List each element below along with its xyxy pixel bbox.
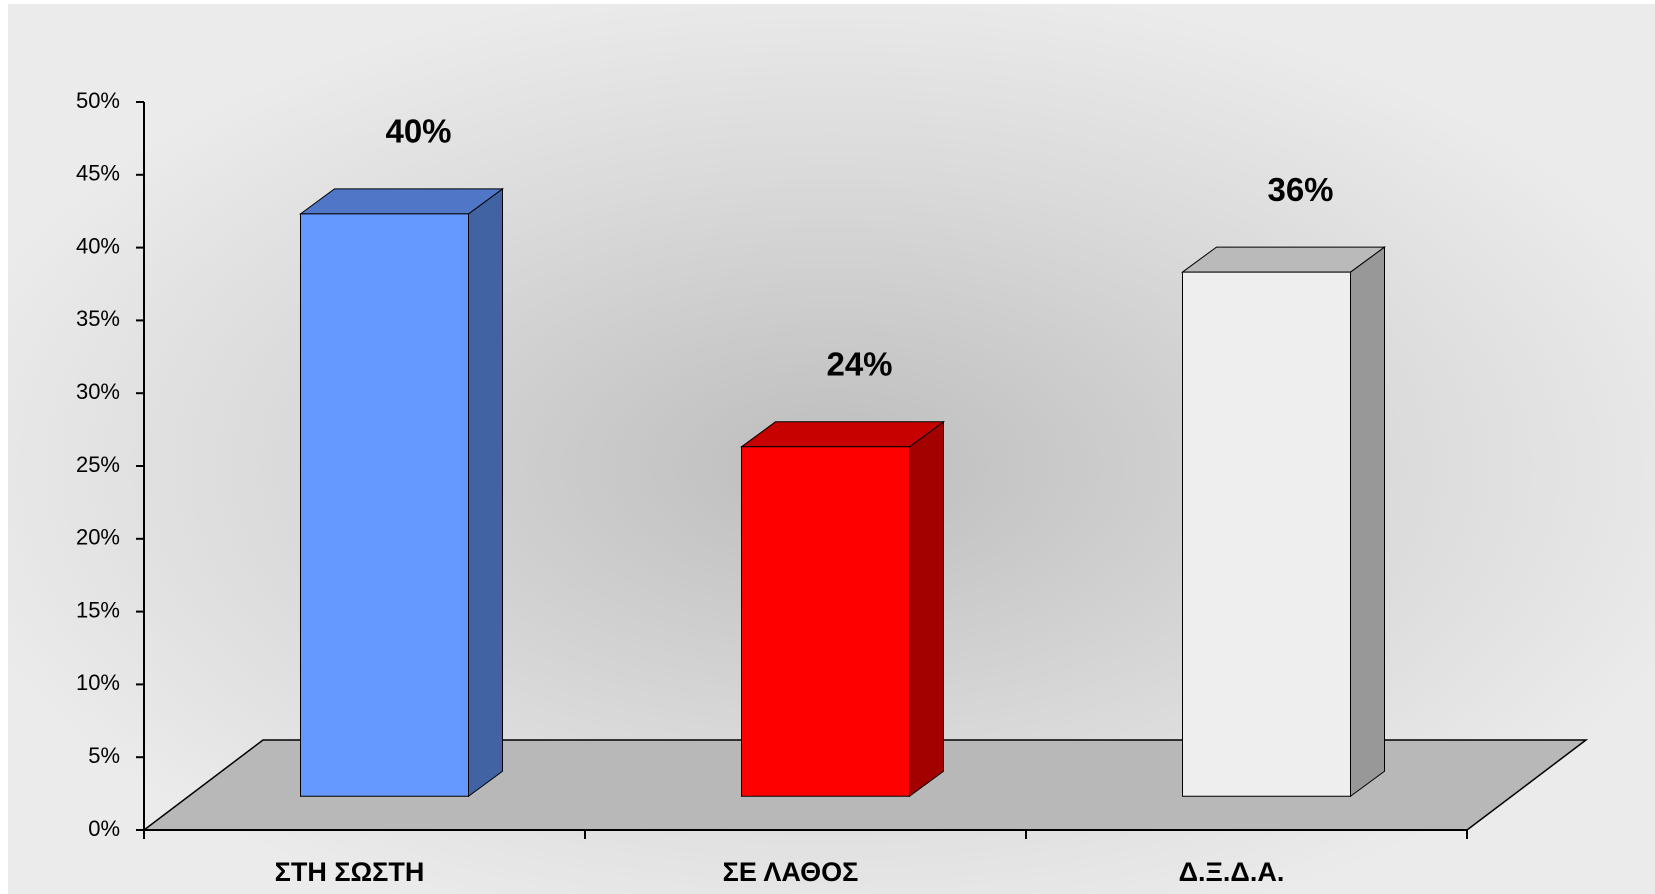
y-tick-label: 20% (76, 525, 120, 550)
bar (298, 187, 505, 798)
bar-front (741, 446, 910, 797)
y-tick-label: 35% (76, 306, 120, 331)
y-tick-label: 50% (76, 88, 120, 113)
bar (1180, 246, 1387, 798)
y-tick-label: 5% (88, 743, 120, 768)
bar-side (468, 187, 503, 798)
x-tick-label: Δ.Ξ.Δ.Α. (1179, 857, 1285, 887)
bar-side (909, 420, 944, 798)
y-tick-label: 10% (76, 670, 120, 695)
bar-top (739, 421, 946, 448)
value-label: 36% (1267, 171, 1333, 208)
y-tick-label: 25% (76, 452, 120, 477)
bar (739, 420, 946, 798)
y-tick-label: 40% (76, 233, 120, 258)
y-tick-label: 30% (76, 379, 120, 404)
x-tick-label: ΣΤΗ ΣΩΣΤΗ (275, 857, 425, 887)
y-tick-label: 45% (76, 161, 120, 186)
bar-front (300, 213, 469, 797)
value-label: 24% (826, 346, 892, 383)
x-tick-label: ΣΕ ΛΑΘΟΣ (723, 857, 859, 887)
y-tick-label: 0% (88, 816, 120, 841)
value-label: 40% (385, 113, 451, 150)
y-tick-label: 15% (76, 597, 120, 622)
bar-top (1180, 246, 1387, 273)
bar-top (298, 188, 505, 215)
bar-side (1350, 246, 1385, 798)
bar-front (1182, 271, 1351, 797)
